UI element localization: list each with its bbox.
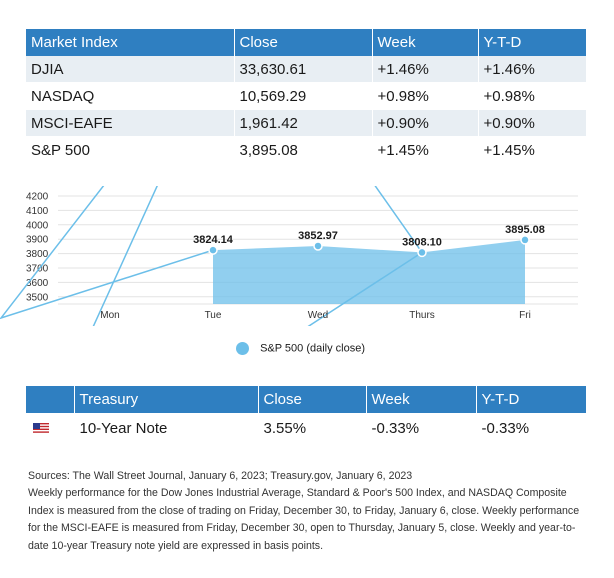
header-close: Close (258, 386, 367, 413)
legend-marker (236, 342, 249, 355)
index-close: 3,895.08 (234, 136, 373, 164)
index-close: 10,569.29 (234, 82, 373, 110)
header-market-index: Market Index (26, 29, 235, 56)
index-week: +1.46% (372, 56, 479, 83)
index-ytd: +1.45% (478, 136, 586, 164)
table-row: NASDAQ 10,569.29 +0.98% +0.98% (26, 82, 586, 110)
data-label: 3895.08 (505, 224, 545, 236)
header-flag (26, 386, 75, 413)
treasury-table: Treasury Close Week Y-T-D 10-Year Note 3… (26, 386, 586, 444)
x-tick-label: Mon (100, 310, 119, 321)
index-close: 1,961.42 (234, 109, 373, 137)
legend-label: S&P 500 (daily close) (260, 342, 366, 355)
treasury-week: -0.33% (366, 413, 477, 444)
x-tick-label: Tue (205, 310, 222, 321)
data-label: 3824.14 (193, 234, 234, 246)
sources-note: Sources: The Wall Street Journal, Januar… (28, 470, 413, 482)
series-line (0, 186, 424, 326)
x-tick-label: Wed (308, 310, 328, 321)
header-week: Week (366, 386, 477, 413)
data-point (520, 235, 530, 245)
flag-cell (26, 413, 75, 444)
y-tick-label: 3800 (26, 249, 49, 260)
table-row: DJIA 33,630.61 +1.46% +1.46% (26, 56, 586, 83)
chart-legend: S&P 500 (daily close) (236, 342, 365, 355)
us-flag-icon (33, 423, 49, 435)
index-ytd: +0.98% (478, 82, 586, 110)
series-area (213, 239, 525, 304)
data-labels: 3824.14 3852.97 3808.10 3895.08 (193, 224, 545, 249)
treasury-name: 10-Year Note (74, 413, 259, 444)
index-ytd: +0.90% (478, 109, 586, 137)
index-ytd: +1.46% (478, 56, 586, 83)
index-close: 33,630.61 (234, 56, 373, 83)
index-name: S&P 500 (26, 136, 235, 164)
y-tick-label: 3700 (26, 264, 49, 275)
footnotes: Sources: The Wall Street Journal, Januar… (28, 468, 588, 555)
y-axis-ticks: 3500 3600 3700 3800 3900 4000 4100 4200 (26, 192, 49, 304)
index-week: +1.45% (372, 136, 479, 164)
index-name: DJIA (26, 56, 235, 83)
chart-points (208, 235, 530, 258)
header-ytd: Y-T-D (478, 29, 586, 56)
index-week: +0.98% (372, 82, 479, 110)
y-tick-label: 3500 (26, 292, 49, 303)
treasury-table-header: Treasury Close Week Y-T-D (26, 386, 586, 413)
treasury-close: 3.55% (258, 413, 367, 444)
data-label: 3852.97 (298, 230, 338, 242)
market-index-table: Market Index Close Week Y-T-D DJIA 33,63… (26, 29, 586, 164)
chart-area (0, 186, 525, 326)
y-tick-label: 4000 (26, 220, 49, 231)
y-tick-label: 3600 (26, 278, 49, 289)
x-tick-label: Thurs (409, 310, 435, 321)
y-tick-label: 3900 (26, 235, 49, 246)
x-axis-ticks: Mon Tue Wed Thurs Fri (100, 310, 531, 321)
methodology-note: Weekly performance for the Dow Jones Ind… (28, 487, 580, 552)
header-close: Close (234, 29, 373, 56)
index-name: NASDAQ (26, 82, 235, 110)
sp500-chart: 3500 3600 3700 3800 3900 4000 4100 4200 3824.14… (0, 186, 578, 326)
data-label: 3808.10 (402, 236, 442, 248)
index-week: +0.90% (372, 109, 479, 137)
treasury-ytd: -0.33% (476, 413, 586, 444)
header-ytd: Y-T-D (476, 386, 586, 413)
table-row: MSCI-EAFE 1,961.42 +0.90% +0.90% (26, 109, 586, 137)
data-point (208, 245, 218, 255)
y-tick-label: 4200 (26, 192, 49, 203)
x-tick-label: Fri (519, 310, 531, 321)
y-tick-label: 4100 (26, 206, 49, 217)
table-row: 10-Year Note 3.55% -0.33% -0.33% (26, 413, 586, 444)
table-row: S&P 500 3,895.08 +1.45% +1.45% (26, 136, 586, 164)
header-week: Week (372, 29, 479, 56)
data-point (417, 247, 427, 258)
index-name: MSCI-EAFE (26, 109, 235, 137)
data-point (313, 241, 323, 251)
header-treasury: Treasury (74, 386, 259, 413)
market-table-header: Market Index Close Week Y-T-D (26, 29, 586, 56)
